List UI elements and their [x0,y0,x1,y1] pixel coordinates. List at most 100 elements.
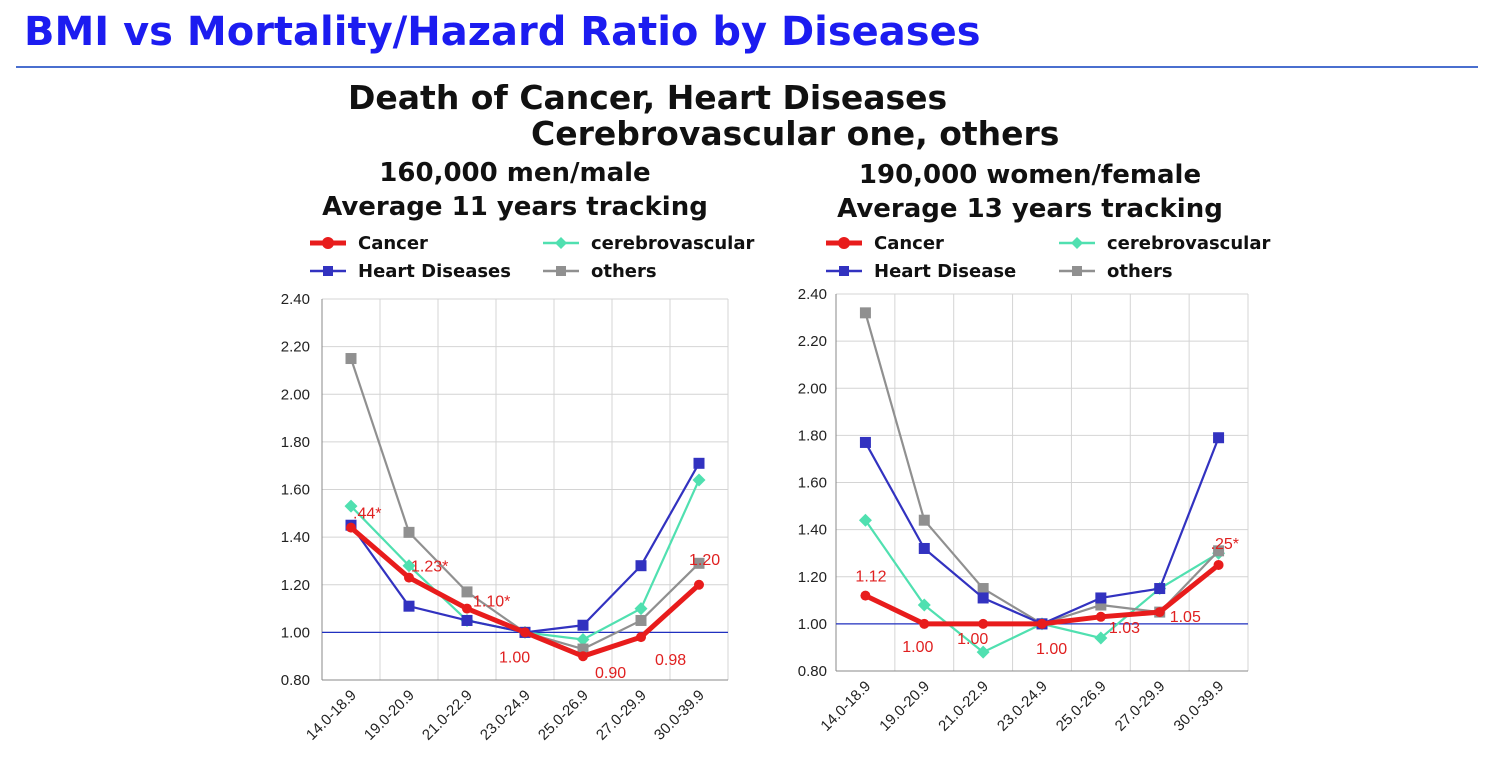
men-cerebrovascular-point [634,602,648,616]
men-cancer-point [578,651,588,662]
women-x-tick-label: 19.0-20.9 [876,678,933,735]
women-cerebrovascular-point [976,645,990,659]
women-cancer-point [919,618,930,629]
men-y-tick-label: 1.80 [281,434,310,451]
men-y-tick-label: 1.60 [281,482,310,499]
men-heart-point [403,600,415,612]
men-x-tick-label: 30.0-39.9 [651,687,708,744]
men-x-tick-label: 27.0-29.9 [593,687,650,744]
women-cancer-data-label: 1.00 [1036,641,1067,658]
men-cerebrovascular-point [402,559,416,573]
women-heart-point [859,436,871,448]
women-y-tick-label: 2.20 [798,333,827,350]
men-heart-point [461,614,473,626]
men-heart-point [693,457,705,469]
women-legend-others-marker [1072,266,1082,276]
women-cancer-point [1095,611,1106,622]
women-legend-heart-marker [839,266,849,276]
women-legend-cancer-marker [838,237,850,249]
men-cancer-point [404,572,414,583]
women-y-tick-label: 2.00 [798,380,827,397]
men-legend-others-marker [556,266,566,276]
women-cancer-data-label: 1.12 [855,569,886,586]
women-legend-others-label: others [1107,261,1173,282]
men-x-tick-label: 14.0-18.9 [303,687,360,744]
men-others-point [577,643,589,655]
men-legend-heart-label: Heart Diseases [358,261,511,282]
men-cohort-size: 160,000 men/male [379,158,651,188]
women-cancer-data-label: 1.00 [902,639,933,656]
men-others-point [345,353,357,365]
women-heart-point [1154,583,1166,595]
women-tracking-period: Average 13 years tracking [837,194,1223,224]
women-cancer-data-label: 1.05 [1170,609,1201,626]
men-heart-line [350,462,700,634]
men-cancer-data-label: 1.00 [499,649,530,666]
women-others-point [918,514,930,526]
men-x-tick-label: 19.0-20.9 [361,687,418,744]
men-legend-cerebrovascular-marker [555,237,567,249]
chart-subtitle-line2: Cerebrovascular one, others [531,114,1060,153]
women-cancer-point [978,618,989,629]
men-others-point [403,526,415,538]
men-cancer-data-label: .44* [353,506,381,523]
women-y-tick-label: 0.80 [798,663,827,680]
women-y-tick-label: 1.00 [798,616,827,633]
men-tracking-period: Average 11 years tracking [322,192,708,222]
men-x-tick-label: 21.0-22.9 [419,687,476,744]
men-legend-cancer-marker [322,237,334,249]
men-heart-point [577,619,589,631]
men-x-tick-label: 25.0-26.9 [535,687,592,744]
women-chart: 0.80 1.00 1.20 1.40 1.60 1.80 2.00 2.20 2.40 14.0… [798,233,1271,735]
women-cerebrovascular-point [917,598,931,612]
men-y-tick-label: 1.20 [281,577,310,594]
women-heart-point [977,592,989,604]
women-x-tick-label: 14.0-18.9 [817,678,874,735]
men-others-point [461,586,473,598]
men-cancer-point [694,579,704,590]
men-cancer-data-label: 0.98 [655,652,686,669]
men-heart-point [635,560,647,572]
men-others-point [693,557,705,569]
women-cancer-data-label: .25* [1211,536,1239,553]
men-cancer-point [346,522,356,533]
men-y-tick-label: 0.80 [281,672,310,689]
women-x-tick-label: 30.0-39.9 [1171,678,1228,735]
women-cerebrovascular-point [1094,631,1108,645]
men-cancer-point [636,632,646,643]
men-cancer-point [462,603,472,614]
women-cancer-data-label: 1.00 [957,631,988,648]
women-x-tick-label: 23.0-24.9 [994,678,1051,735]
women-x-tick-label: 25.0-26.9 [1053,678,1110,735]
men-chart: 0.80 1.00 1.20 1.40 1.60 1.80 2.00 2.20 2.40 14.0… [281,233,755,744]
men-y-tick-label: 1.00 [281,624,310,641]
men-y-tick-label: 2.40 [281,291,310,308]
women-cohort-size: 190,000 women/female [858,160,1202,190]
men-cancer-data-label: 1.20 [689,552,720,569]
women-x-tick-label: 21.0-22.9 [935,678,992,735]
men-cancer-data-label: 1.23* [411,559,448,576]
women-y-tick-label: 1.60 [798,475,827,492]
chart-subtitle-line1: Death of Cancer, Heart Diseases [348,78,948,117]
women-cancer-data-label: 1.03 [1109,620,1140,637]
men-cancer-point [520,627,530,638]
men-x-tick-label: 23.0-24.9 [477,687,534,744]
women-cancer-point [1154,607,1165,618]
women-panel-heading: 190,000 women/female Average 13 years tr… [800,158,1260,226]
women-cancer-point [1213,559,1224,570]
men-cancer-data-label: 1.10* [473,594,510,611]
men-y-tick-label: 2.00 [281,386,310,403]
women-legend-cancer-label: Cancer [874,233,944,254]
women-cerebrovascular-point [858,513,872,527]
men-panel-heading: 160,000 men/male Average 11 years tracki… [290,156,740,224]
page-title: BMI vs Mortality/Hazard Ratio by Disease… [24,9,981,55]
men-cerebrovascular-point [576,633,590,647]
women-y-tick-label: 1.20 [798,569,827,586]
men-legend-others-label: others [591,261,657,282]
women-others-point [859,307,871,319]
women-others-point [1095,599,1107,611]
women-y-tick-label: 1.40 [798,522,827,539]
title-divider [16,66,1478,68]
women-others-point [1213,545,1225,557]
